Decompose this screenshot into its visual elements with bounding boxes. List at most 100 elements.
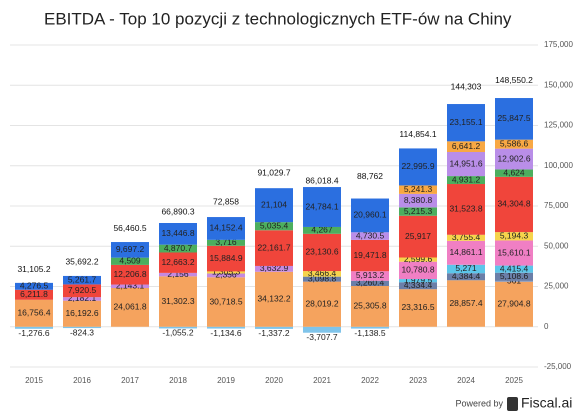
data-label: 1,979.5 xyxy=(404,275,433,285)
data-label: 4,384.4 xyxy=(452,271,481,281)
x-tick-label: 2019 xyxy=(217,376,235,385)
data-label: 23,130.6 xyxy=(305,247,338,257)
bar-segment xyxy=(351,239,389,272)
data-label: 5,913.2 xyxy=(356,270,385,280)
data-label: 22,995.9 xyxy=(401,161,434,171)
data-label: 5,241.3 xyxy=(404,184,433,194)
bar-segment xyxy=(351,232,389,240)
bar-segment xyxy=(303,233,341,272)
data-label: 4,624 xyxy=(503,167,525,177)
data-label: -1,138.5 xyxy=(354,328,385,338)
data-label: 3,755.4 xyxy=(452,232,481,242)
bar-segment xyxy=(399,289,437,327)
data-label: 15,884.9 xyxy=(209,253,242,263)
x-tick-label: 2022 xyxy=(361,376,379,385)
y-tick-label: 0 xyxy=(544,322,549,331)
bar-segment xyxy=(399,207,437,216)
data-label: 4,334.4 xyxy=(404,280,433,290)
bar-segment xyxy=(447,273,485,281)
x-tick-label: 2020 xyxy=(265,376,283,385)
total-label: 31,105.2 xyxy=(17,264,50,274)
bar-segment xyxy=(159,223,197,245)
data-label: 2,182.1 xyxy=(68,293,97,303)
data-label: -824.3 xyxy=(70,327,94,337)
bar-segment xyxy=(495,98,533,140)
bar-segment xyxy=(399,148,437,186)
bar-segment xyxy=(255,265,293,272)
data-label: 3,632.9 xyxy=(260,263,289,273)
data-label: 24,061.8 xyxy=(113,302,146,312)
bar-segment xyxy=(255,222,293,231)
data-label: 15,610.1 xyxy=(497,247,530,257)
y-tick-label: 25,000 xyxy=(544,282,569,291)
bar-segment xyxy=(15,289,53,300)
bar-segment xyxy=(447,176,485,185)
total-label: 88,762 xyxy=(357,171,383,181)
data-label: 31,302.3 xyxy=(161,296,194,306)
bar-segment xyxy=(159,276,197,327)
bar-segment xyxy=(255,188,293,223)
bar-segment xyxy=(399,215,437,258)
total-label: 144,303 xyxy=(451,82,482,92)
x-tick-label: 2015 xyxy=(25,376,43,385)
y-tick-label: 100,000 xyxy=(544,161,573,170)
chart-title: EBITDA - Top 10 pozycji z technologiczny… xyxy=(44,9,512,28)
data-label: 19,471.8 xyxy=(353,250,386,260)
bar-segment xyxy=(207,277,245,327)
data-label: 34,304.8 xyxy=(497,199,530,209)
bar-segment xyxy=(351,198,389,233)
total-label: 86,018.4 xyxy=(305,176,338,186)
total-label: 72,858 xyxy=(213,197,239,207)
bar-segment xyxy=(447,141,485,153)
data-label: 23,316.5 xyxy=(401,302,434,312)
total-label: 35,692.2 xyxy=(65,257,98,267)
bar-segment xyxy=(303,187,341,227)
bar-segment xyxy=(495,176,533,233)
bar-segment xyxy=(495,169,533,177)
bar-segment xyxy=(255,326,293,329)
bar-segment xyxy=(159,272,197,277)
bar-segment xyxy=(447,264,485,274)
total-label: 148,550.2 xyxy=(495,75,533,85)
bar-segment xyxy=(111,284,149,289)
bar-segment xyxy=(303,326,341,333)
bar-segment xyxy=(399,193,437,208)
data-label: 2,599.6 xyxy=(404,254,433,264)
bar-segment xyxy=(351,326,389,329)
data-label: 28,019.2 xyxy=(305,298,338,308)
data-label: 25,917 xyxy=(405,231,431,241)
bar-segment xyxy=(63,297,101,301)
data-label: 3,716 xyxy=(215,237,237,247)
bar-segment xyxy=(111,242,149,258)
data-label: 23,155.1 xyxy=(449,117,482,127)
data-label: 28,857.4 xyxy=(449,298,482,308)
data-label: 5,108.6 xyxy=(500,271,529,281)
data-label: 4,267 xyxy=(311,225,333,235)
data-label: 14,951.6 xyxy=(449,158,482,168)
data-label: 31,523.8 xyxy=(449,204,482,214)
bar-segment xyxy=(63,275,101,285)
data-label: 2,356 xyxy=(215,270,237,280)
data-label: 4,415.4 xyxy=(500,263,529,273)
bar-segment xyxy=(399,261,437,280)
data-label: -1,134.6 xyxy=(210,328,241,338)
bar-segment xyxy=(399,279,437,283)
data-label: 5,586.6 xyxy=(500,138,529,148)
data-label: 22,161.7 xyxy=(257,242,290,252)
data-label: 14,152.4 xyxy=(209,223,242,233)
bar-segment xyxy=(111,288,149,327)
bar-segment xyxy=(159,326,197,329)
bar-segment xyxy=(303,271,341,277)
x-tick-label: 2017 xyxy=(121,376,139,385)
x-tick-label: 2024 xyxy=(457,376,475,385)
bar-segment xyxy=(447,152,485,177)
x-tick-label: 2016 xyxy=(73,376,91,385)
bar-segment xyxy=(447,240,485,265)
data-label: 4,509 xyxy=(119,256,141,266)
bar-segment xyxy=(15,282,53,290)
bar-segment xyxy=(159,252,197,273)
data-label: 3,466.4 xyxy=(308,268,337,278)
bar-segment xyxy=(495,265,533,273)
bar-segment xyxy=(207,273,245,278)
data-label: 16,756.4 xyxy=(17,308,50,318)
